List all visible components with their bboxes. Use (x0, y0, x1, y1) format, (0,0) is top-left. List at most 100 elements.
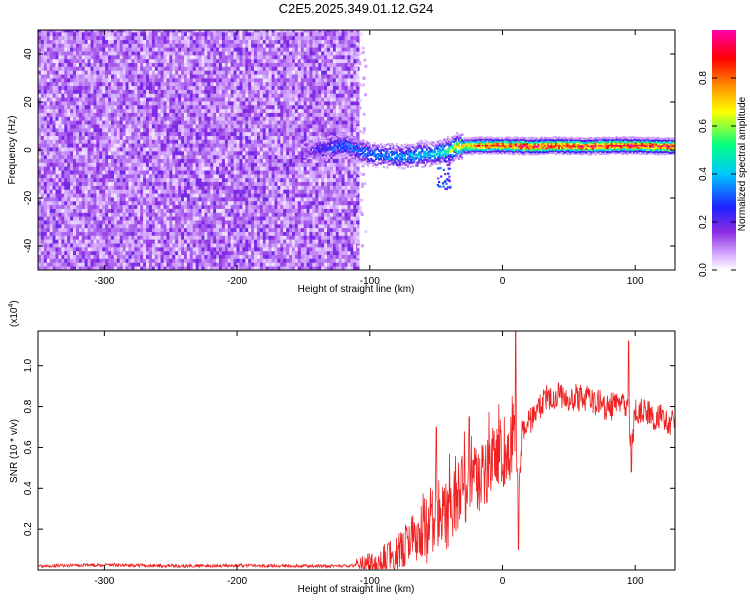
heatmap-cell (189, 127, 194, 133)
heatmap-cell (242, 74, 246, 79)
heatmap-cell (157, 243, 162, 248)
heatmap-cell (213, 235, 217, 240)
heatmap-cell (268, 197, 272, 202)
heatmap-cell (119, 262, 124, 267)
heatmap-cell (216, 116, 220, 121)
heatmap-cell (87, 101, 91, 106)
heatmap-cell (84, 74, 89, 79)
heatmap-cell (81, 174, 86, 179)
heatmap-cell (201, 254, 205, 259)
heatmap-cell (93, 174, 97, 179)
heatmap-cell (122, 247, 127, 252)
heatmap-cell (189, 162, 194, 167)
heatmap-cell (201, 216, 205, 221)
heatmap-cell (67, 223, 71, 229)
heatmap-cell (172, 231, 176, 236)
heatmap-cell (102, 93, 106, 98)
heatmap-cell (116, 143, 121, 148)
heatmap-cell (154, 127, 159, 133)
heatmap-cell (143, 170, 147, 175)
heatmap-cell (201, 239, 205, 244)
heatmap-cell (96, 108, 100, 113)
heatmap-cell (81, 78, 86, 83)
heatmap-cell (58, 208, 62, 213)
heatmap-cell (257, 47, 261, 52)
heatmap-cell (99, 212, 103, 217)
heatmap-cell (242, 89, 246, 94)
heatmap-cell (233, 58, 237, 64)
heatmap-cell (216, 216, 220, 221)
heatmap-cell (248, 124, 252, 129)
heatmap-cell (189, 170, 194, 175)
heatmap-cell (227, 239, 232, 244)
heatmap-cell (93, 166, 97, 171)
heatmap-cell (242, 81, 246, 87)
heatmap-cell (224, 223, 229, 229)
heatmap-cell (131, 197, 135, 202)
heatmap-cell (163, 47, 167, 52)
heatmap-cell (157, 212, 162, 217)
heatmap-cell (248, 78, 252, 83)
heatmap-cell (233, 197, 237, 202)
heatmap-cell (224, 78, 229, 83)
heatmap-cell (254, 139, 258, 144)
heatmap-cell (49, 127, 54, 133)
heatmap-cell (160, 174, 164, 179)
heatmap-cell (61, 243, 65, 248)
heatmap-cell (224, 235, 229, 240)
heatmap-cell (178, 55, 182, 60)
heatmap-cell (43, 231, 48, 236)
heatmap-cell (38, 254, 42, 259)
heatmap-cell (178, 93, 182, 98)
heatmap-cell (230, 116, 235, 121)
heatmap-cell (201, 197, 205, 202)
heatmap-cell (227, 166, 232, 171)
heatmap-cell (96, 147, 100, 152)
heatmap-cell (184, 93, 188, 98)
heatmap-cell (245, 223, 249, 229)
heatmap-cell (61, 85, 65, 90)
heatmap-cell (146, 43, 150, 48)
heatmap-cell (99, 189, 103, 194)
heatmap-cell (254, 93, 258, 98)
heatmap-cell (166, 108, 170, 113)
heatmap-cell (195, 143, 200, 148)
heatmap-cell (38, 208, 42, 213)
heatmap-cell (40, 216, 45, 221)
heatmap-cell (99, 239, 103, 244)
heatmap-cell (181, 177, 185, 183)
heatmap-cell (113, 262, 118, 267)
heatmap-cell (192, 85, 197, 90)
heatmap-cell (224, 162, 229, 167)
heatmap-cell (213, 85, 217, 90)
heatmap-cell (195, 85, 200, 90)
heatmap-cell (219, 151, 223, 156)
heatmap-cell (198, 55, 202, 60)
heatmap-cell (143, 127, 147, 133)
heatmap-cell (122, 216, 127, 221)
heatmap-cell (87, 78, 91, 83)
heatmap-cell (175, 258, 179, 263)
heatmap-cell (99, 30, 103, 33)
heatmap-cell (166, 85, 170, 90)
heatmap-cell (204, 170, 208, 175)
heatmap-cell (210, 31, 214, 37)
heatmap-cell (52, 197, 56, 202)
heatmap-cell (251, 151, 255, 156)
heatmap-cell (61, 58, 65, 64)
heatmap-cell (148, 154, 153, 160)
heatmap-cell (67, 197, 71, 202)
heatmap-cell (140, 31, 144, 37)
heatmap-cell (259, 181, 264, 186)
heatmap-cell (213, 158, 217, 163)
heatmap-cell (157, 127, 162, 133)
heatmap-cell (257, 120, 261, 125)
heatmap-cell (99, 66, 103, 71)
heatmap-cell (154, 97, 159, 102)
heatmap-cell (204, 85, 208, 90)
heatmap-cell (236, 223, 240, 229)
heatmap-cell (96, 227, 100, 233)
heatmap-cell (184, 104, 188, 110)
heatmap-cell (233, 85, 237, 90)
heatmap-cell (99, 43, 103, 48)
